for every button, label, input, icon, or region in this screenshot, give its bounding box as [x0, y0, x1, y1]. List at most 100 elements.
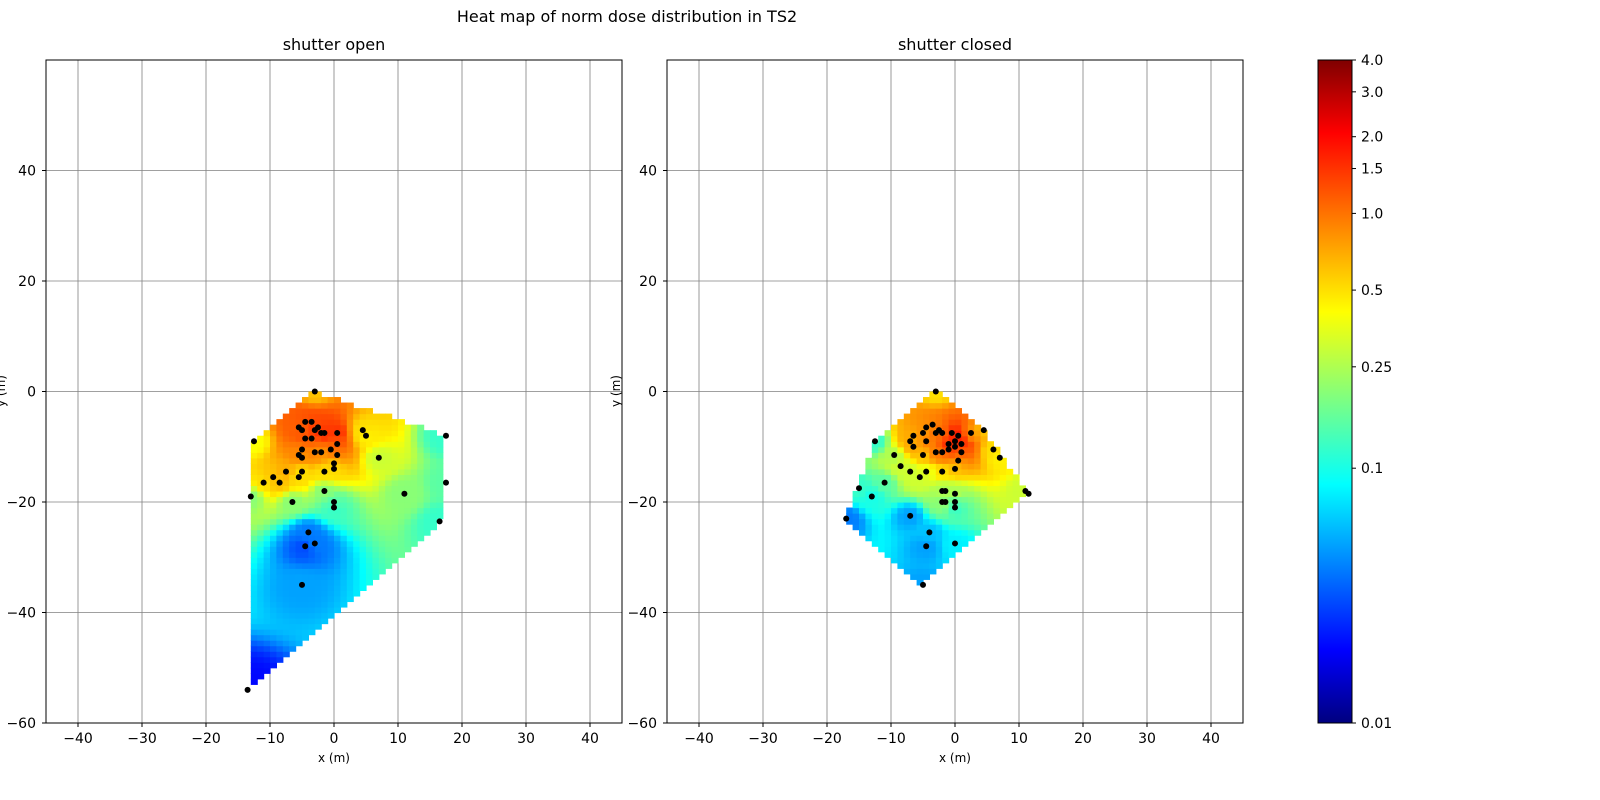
heatmap-cell	[391, 441, 399, 448]
heatmap-cell	[340, 518, 348, 525]
heatmap-cell	[340, 524, 348, 531]
heatmap-cell	[308, 513, 316, 520]
colorbar-ticks: 4.03.02.01.51.00.50.250.10.01	[1352, 53, 1392, 732]
heatmap-cell	[385, 540, 393, 547]
measurement-point	[942, 487, 949, 494]
heatmap-cell	[929, 490, 937, 498]
heatmap-cell	[366, 562, 373, 569]
heatmap-cell	[897, 452, 905, 459]
heatmap-cell	[935, 524, 943, 531]
measurement-point	[299, 581, 305, 588]
heatmap-cell	[410, 446, 418, 453]
heatmap-cell	[321, 446, 329, 453]
heatmap-cell	[366, 468, 373, 475]
heatmap-cell	[346, 419, 354, 426]
heatmap-cell	[250, 474, 258, 481]
heatmap-cell	[321, 397, 329, 404]
heatmap-cell	[366, 408, 373, 415]
heatmap-cell	[391, 524, 399, 531]
heatmap-cell	[282, 424, 290, 431]
heatmap-cell	[923, 479, 930, 487]
heatmap-cell	[398, 430, 405, 437]
heatmap-cell	[314, 623, 322, 630]
heatmap-cell	[923, 441, 930, 448]
heatmap-cell	[430, 441, 437, 448]
measurement-point	[375, 454, 382, 461]
heatmap-cell	[916, 479, 924, 487]
heatmap-cell	[359, 507, 367, 514]
heatmap-cell	[916, 424, 924, 431]
measurement-point	[331, 465, 337, 472]
heatmap-cell	[257, 618, 265, 625]
heatmap-cell	[276, 579, 284, 586]
measurement-point	[295, 474, 302, 481]
heatmap-cell	[372, 529, 380, 536]
heatmap-cell	[398, 468, 405, 475]
heatmap-cell	[967, 474, 975, 481]
heatmap-cell	[1006, 502, 1014, 509]
heatmap-cell	[314, 518, 322, 525]
heatmap-cell	[372, 479, 380, 487]
measurement-point	[856, 485, 862, 492]
heatmap-cell	[859, 529, 866, 536]
heatmap-cell	[289, 540, 297, 547]
heatmap-cell	[865, 513, 873, 520]
heatmap-cell	[398, 529, 405, 536]
heatmap-cell	[353, 446, 361, 453]
heatmap-cell	[314, 496, 322, 503]
heatmap-cell	[276, 568, 284, 575]
heatmap-cell	[891, 513, 898, 520]
heatmap-cell	[436, 507, 444, 514]
heatmap-cell	[289, 413, 297, 420]
heatmap-cell	[878, 513, 886, 520]
heatmap-cell	[366, 479, 373, 487]
x-tick-label: 30	[517, 731, 535, 747]
heatmap-cell	[974, 518, 982, 525]
heatmap-cell	[391, 502, 399, 509]
heatmap-cell	[321, 551, 329, 558]
heatmap-cell	[865, 496, 873, 503]
heatmap-cell	[282, 618, 290, 625]
heatmap-cell	[923, 413, 930, 420]
heatmap-cell	[1006, 490, 1014, 498]
heatmap-cell	[884, 540, 892, 547]
heatmap-cell	[321, 518, 329, 525]
heatmap-cell	[270, 535, 277, 542]
heatmap-cell	[263, 629, 271, 636]
heatmap-cell	[903, 546, 911, 553]
heatmap-cell	[935, 518, 943, 525]
heatmap-cell	[289, 408, 297, 415]
heatmap-cell	[961, 435, 969, 442]
heatmap-cell	[327, 435, 335, 442]
heatmap-cell	[385, 557, 393, 564]
heatmap-cell	[910, 513, 918, 520]
heatmap-cell	[282, 457, 290, 464]
heatmap-cell	[891, 441, 898, 448]
heatmap-cell	[871, 529, 879, 536]
measurement-point	[939, 429, 946, 436]
heatmap-cell	[289, 618, 297, 625]
heatmap-cell	[327, 419, 335, 426]
heatmap-cell	[250, 468, 258, 475]
heatmap-cell	[327, 474, 335, 481]
colorbar-gradient	[1317, 59, 1353, 724]
heatmap-cell	[346, 479, 354, 487]
heatmap-cell	[935, 557, 943, 564]
heatmap-cell	[295, 584, 303, 591]
heatmap-cell	[910, 408, 918, 415]
heatmap-cell	[314, 435, 322, 442]
heatmap-cell	[935, 479, 943, 487]
heatmap-cell	[334, 590, 341, 597]
heatmap-cell	[359, 584, 367, 591]
heatmap-cell	[282, 529, 290, 536]
heatmap-cell	[903, 529, 911, 536]
heatmap-cell	[910, 502, 918, 509]
heatmap-cell	[302, 568, 309, 575]
heatmap-cell	[250, 601, 258, 608]
heatmap-cell	[967, 524, 975, 531]
heatmap-cell	[270, 518, 277, 525]
heatmap-cell	[372, 568, 380, 575]
heatmap-cell	[321, 408, 329, 415]
x-tick-label: 30	[1138, 731, 1156, 747]
measurement-point	[1025, 490, 1032, 497]
